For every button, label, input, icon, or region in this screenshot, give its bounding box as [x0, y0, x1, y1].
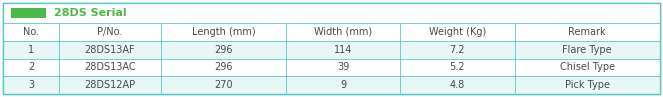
Bar [3, 76, 660, 94]
Text: 9: 9 [340, 80, 346, 90]
Text: 28DS13AC: 28DS13AC [84, 62, 136, 72]
Bar [11, 8, 46, 18]
Text: 3: 3 [28, 80, 34, 90]
Text: 28DS12AP: 28DS12AP [84, 80, 135, 90]
Text: Length (mm): Length (mm) [192, 27, 255, 37]
Text: 5.2: 5.2 [450, 62, 465, 72]
Text: Pick Type: Pick Type [565, 80, 609, 90]
Bar [3, 23, 660, 41]
Bar [3, 3, 660, 23]
Text: 4.8: 4.8 [450, 80, 465, 90]
Text: Weight (Kg): Weight (Kg) [429, 27, 486, 37]
Text: 39: 39 [337, 62, 349, 72]
Text: 114: 114 [334, 45, 352, 55]
Text: Width (mm): Width (mm) [314, 27, 372, 37]
Text: 296: 296 [214, 62, 233, 72]
Text: 1: 1 [28, 45, 34, 55]
Text: 7.2: 7.2 [450, 45, 465, 55]
Text: Remark: Remark [568, 27, 606, 37]
Bar [3, 58, 660, 76]
Text: Flare Type: Flare Type [562, 45, 612, 55]
Text: 28DS13AF: 28DS13AF [85, 45, 135, 55]
Text: P/No.: P/No. [97, 27, 123, 37]
Text: 296: 296 [214, 45, 233, 55]
Text: 2: 2 [28, 62, 34, 72]
Text: Chisel Type: Chisel Type [560, 62, 615, 72]
Text: No.: No. [23, 27, 39, 37]
Text: 270: 270 [214, 80, 233, 90]
Text: 28DS Serial: 28DS Serial [54, 8, 126, 18]
Bar [3, 41, 660, 58]
